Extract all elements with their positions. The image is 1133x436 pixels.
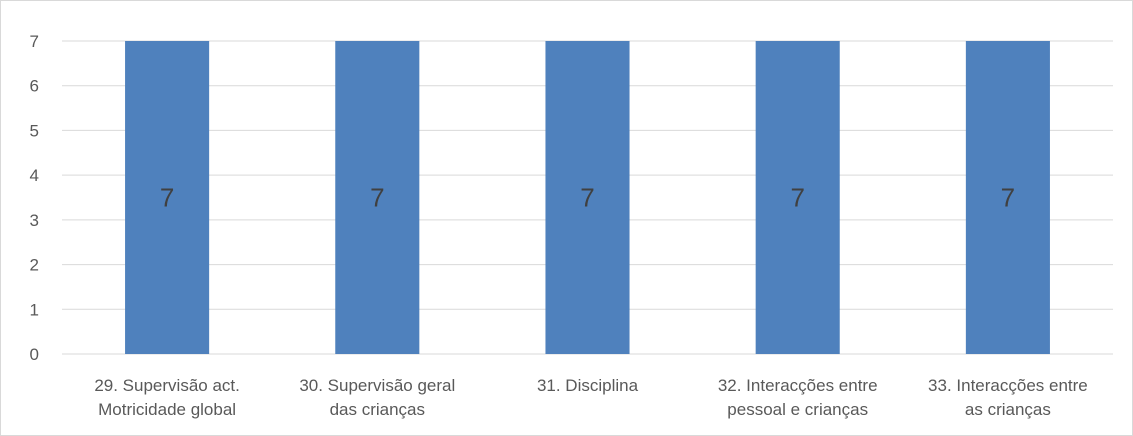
- y-tick-label-3: 3: [30, 211, 39, 230]
- x-tick-label-2: 30. Supervisão geral das crianças: [299, 376, 455, 419]
- bar-4: [755, 41, 840, 354]
- data-label-4: 7: [790, 183, 804, 213]
- data-labels: 7 7 7 7 7: [160, 183, 1015, 213]
- bar-1: [125, 41, 210, 354]
- x-tick-label-line: 32. Interacções entre: [718, 376, 878, 395]
- y-tick-label-5: 5: [30, 121, 39, 140]
- x-tick-label-line: Motricidade global: [98, 400, 236, 419]
- x-tick-label-line: 33. Interacções entre: [928, 376, 1088, 395]
- x-tick-label-1: 29. Supervisão act. Motricidade global: [94, 376, 240, 419]
- y-tick-label-6: 6: [30, 77, 39, 96]
- y-axis-tick-labels: 0 1 2 3 4 5 6 7: [30, 32, 39, 364]
- bars: [125, 41, 1050, 354]
- x-axis-tick-labels: 29. Supervisão act. Motricidade global 30.…: [94, 376, 1087, 419]
- x-tick-label-3: 31. Disciplina: [537, 376, 639, 395]
- x-tick-label-line: das crianças: [330, 400, 425, 419]
- bar-3: [545, 41, 630, 354]
- data-label-1: 7: [160, 183, 174, 213]
- x-tick-label-5: 33. Interacções entre as crianças: [928, 376, 1088, 419]
- bar-5: [965, 41, 1050, 354]
- x-tick-label-line: 29. Supervisão act.: [94, 376, 240, 395]
- y-tick-label-1: 1: [30, 300, 39, 319]
- bar-2: [335, 41, 420, 354]
- x-tick-label-line: as crianças: [965, 400, 1051, 419]
- data-label-2: 7: [370, 183, 384, 213]
- data-label-5: 7: [1001, 183, 1015, 213]
- y-tick-label-2: 2: [30, 256, 39, 275]
- data-label-3: 7: [580, 183, 594, 213]
- x-tick-label-line: 31. Disciplina: [537, 376, 639, 395]
- y-tick-label-7: 7: [30, 32, 39, 51]
- x-tick-label-4: 32. Interacções entre pessoal e crianças: [718, 376, 878, 419]
- x-tick-label-line: pessoal e crianças: [727, 400, 868, 419]
- y-tick-label-0: 0: [30, 345, 39, 364]
- y-tick-label-4: 4: [30, 166, 39, 185]
- x-tick-label-line: 30. Supervisão geral: [299, 376, 455, 395]
